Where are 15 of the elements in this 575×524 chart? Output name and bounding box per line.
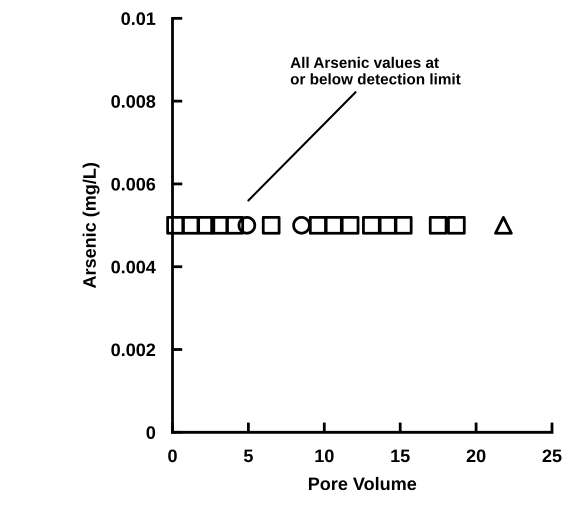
- x-tick-label: 25: [542, 449, 562, 462]
- y-tick-label: 0.004: [111, 260, 156, 274]
- y-tick-label: 0.01: [121, 12, 156, 26]
- y-tick-label: 0.002: [111, 343, 156, 356]
- y-tick-label: 0: [146, 426, 156, 440]
- x-tick-label: 15: [391, 450, 410, 462]
- x-tick-label: 5: [244, 450, 253, 462]
- y-tick-label: 0.006: [111, 178, 156, 191]
- x-tick-label: 20: [466, 449, 486, 462]
- y-tick-label: 0.008: [111, 95, 156, 108]
- x-axis-title: Pore Volume: [308, 476, 416, 490]
- y-axis-title: Arsenic (mg/L): [82, 163, 100, 288]
- x-tick-label: 10: [315, 449, 334, 462]
- x-tick-label: 0: [168, 449, 177, 462]
- annotation: All Arsenic values at or below detection limit: [290, 56, 461, 84]
